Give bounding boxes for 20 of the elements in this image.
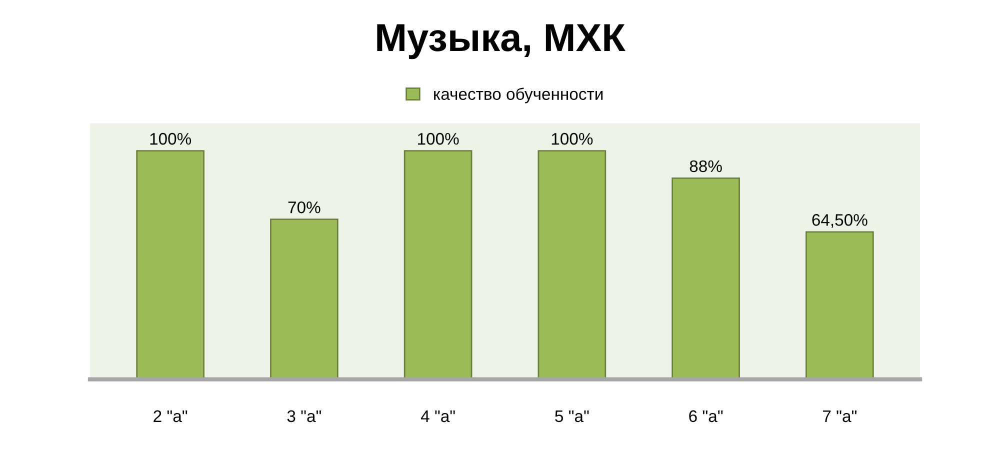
data-label: 88%: [690, 160, 722, 172]
data-label: 100%: [418, 132, 459, 145]
x-tick-label: 6 "а": [689, 410, 723, 422]
bar: [672, 178, 740, 380]
x-tick-label: 5 "а": [555, 410, 589, 422]
data-label: 64,50%: [812, 214, 868, 228]
x-tick-label: 3 "а": [287, 410, 321, 422]
bar: [806, 231, 874, 380]
bar: [404, 150, 472, 380]
bar: [136, 150, 204, 380]
x-tick-label: 2 "а": [154, 410, 188, 422]
data-label: 100%: [150, 132, 192, 145]
data-label: 100%: [552, 132, 593, 145]
data-label: 70%: [288, 201, 320, 214]
bar: [538, 150, 606, 380]
x-tick-label: 7 "а": [823, 410, 856, 422]
bar: [270, 218, 338, 380]
chart-title: Музыка, МХК: [377, 24, 626, 60]
legend-label: качество обученности: [434, 88, 603, 104]
x-tick-label: 4 "а": [420, 410, 455, 422]
